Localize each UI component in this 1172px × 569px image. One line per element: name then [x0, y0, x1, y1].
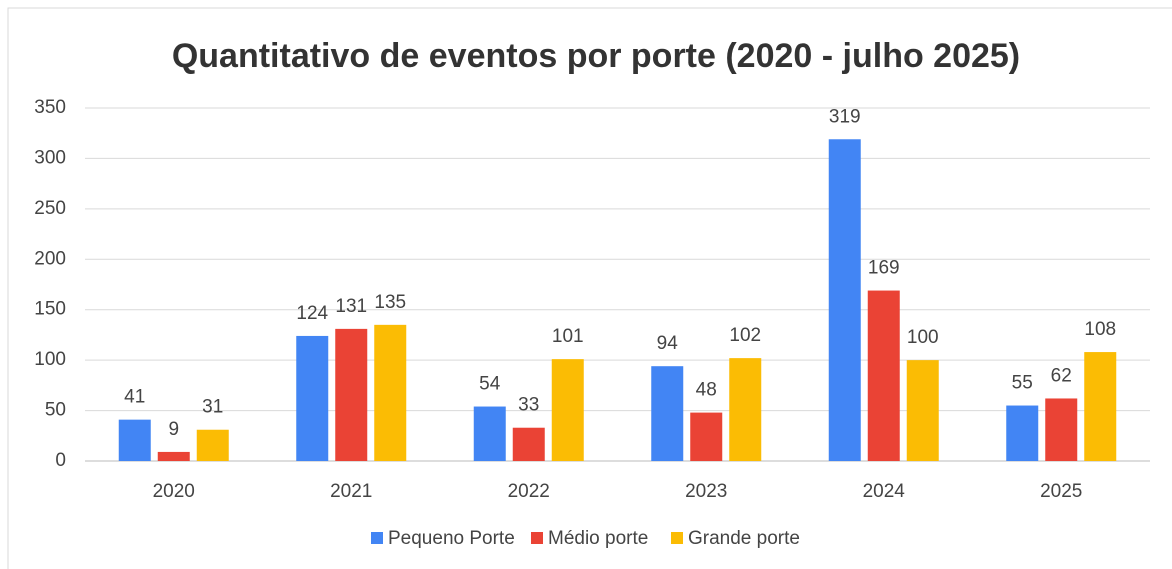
y-tick-label: 50 — [45, 400, 66, 421]
x-tick-label: 2020 — [153, 481, 195, 502]
data-label: 100 — [907, 327, 939, 348]
data-label: 94 — [657, 333, 679, 354]
bar — [157, 451, 190, 461]
bar — [512, 427, 545, 461]
bar — [196, 429, 229, 461]
data-label: 31 — [202, 397, 223, 418]
x-tick-label: 2024 — [863, 481, 906, 502]
y-tick-label: 0 — [55, 450, 66, 471]
data-label: 102 — [729, 325, 761, 346]
bar — [551, 359, 584, 461]
bar — [374, 324, 407, 461]
x-tick-label: 2021 — [330, 481, 372, 502]
bar — [118, 419, 151, 461]
x-tick-label: 2025 — [1040, 481, 1082, 502]
legend-swatch — [371, 532, 383, 544]
y-tick-label: 150 — [34, 299, 66, 320]
data-label: 131 — [335, 296, 367, 317]
legend-label: Pequeno Porte — [388, 528, 515, 549]
y-tick-label: 250 — [34, 198, 66, 219]
bar — [335, 328, 368, 461]
data-label: 41 — [124, 387, 145, 408]
bar — [1084, 352, 1117, 461]
y-tick-label: 100 — [34, 349, 66, 370]
bar — [729, 358, 762, 461]
data-label: 62 — [1051, 365, 1072, 386]
chart-title: Quantitativo de eventos por porte (2020 … — [172, 37, 1020, 75]
data-label: 135 — [374, 292, 406, 313]
data-label: 33 — [518, 395, 539, 416]
legend-swatch — [531, 532, 543, 544]
chart-frame — [7, 7, 1172, 569]
bar — [651, 366, 684, 461]
bar — [296, 335, 329, 461]
bar — [690, 412, 723, 461]
data-label: 124 — [296, 303, 328, 324]
data-label: 319 — [829, 106, 861, 127]
data-label: 54 — [479, 374, 501, 395]
y-tick-label: 300 — [34, 147, 66, 168]
data-label: 108 — [1084, 319, 1116, 340]
y-tick-label: 350 — [34, 97, 66, 118]
bar — [828, 139, 861, 461]
x-tick-label: 2023 — [685, 481, 727, 502]
data-label: 48 — [696, 380, 717, 401]
legend-label: Médio porte — [548, 528, 648, 549]
data-label: 169 — [868, 258, 900, 279]
legend-swatch — [671, 532, 683, 544]
legend-label: Grande porte — [688, 528, 800, 549]
y-tick-label: 200 — [34, 248, 66, 269]
bar — [1006, 405, 1039, 461]
bar — [1045, 398, 1078, 461]
data-label: 55 — [1012, 373, 1033, 394]
bar — [906, 360, 939, 461]
bar — [867, 290, 900, 461]
bar — [473, 406, 506, 461]
data-label: 101 — [552, 326, 584, 347]
data-label: 9 — [168, 419, 179, 440]
x-tick-label: 2022 — [508, 481, 550, 502]
